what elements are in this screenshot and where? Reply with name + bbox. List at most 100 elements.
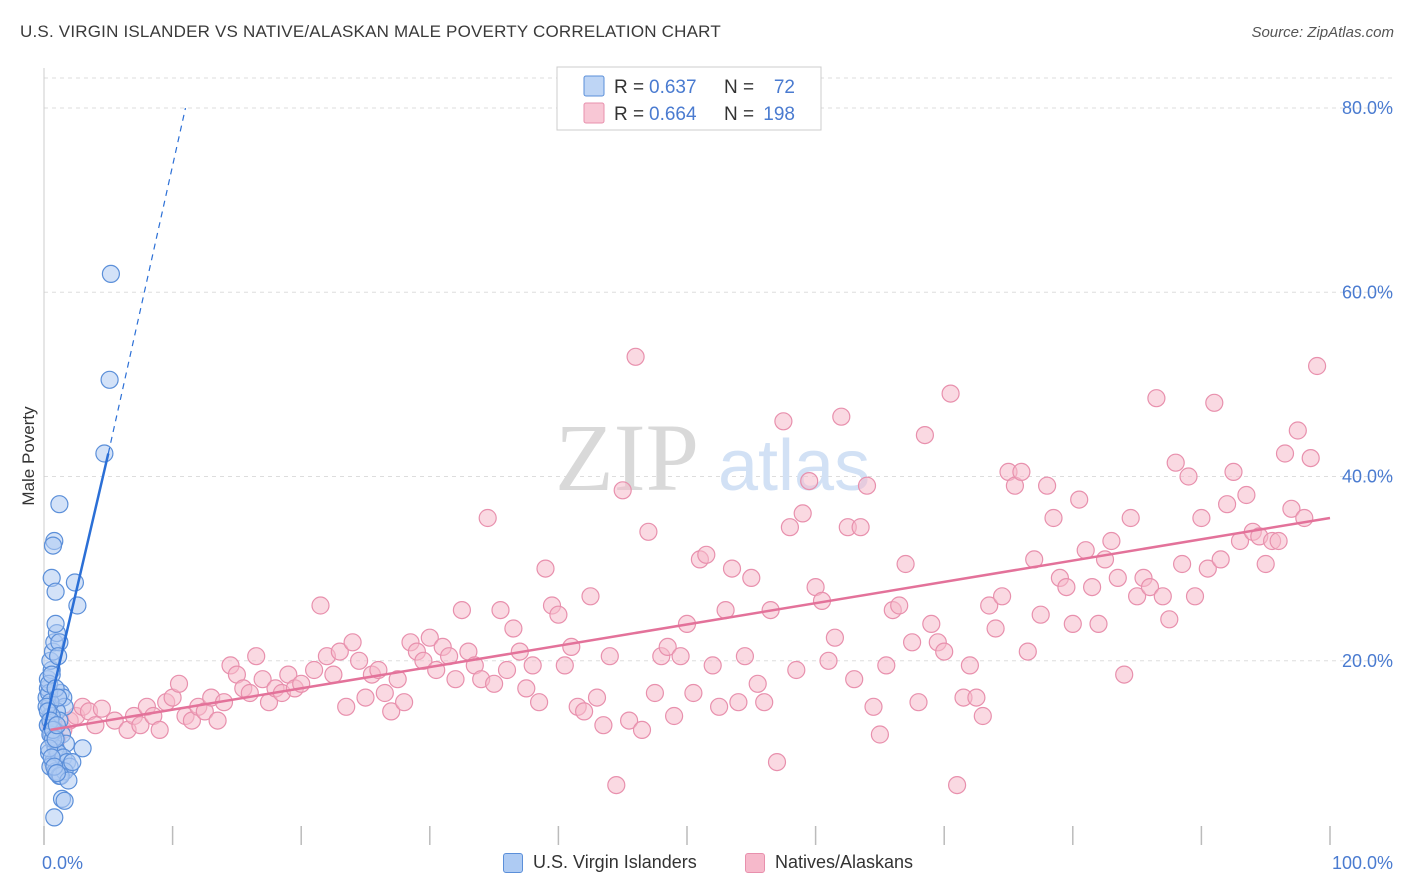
pink-point-194 (1307, 356, 1327, 376)
pink-point-67 (491, 600, 510, 620)
pink-point-130 (896, 554, 915, 574)
blue-point-51 (101, 264, 121, 283)
pink-point-157 (1070, 490, 1089, 509)
pink-point-52 (395, 693, 414, 712)
legend-r-label-1: R = (614, 104, 644, 125)
pink-point-66 (485, 674, 504, 693)
pink-point-50 (382, 702, 401, 721)
pink-point-137 (941, 384, 960, 403)
pink-point-46 (356, 688, 375, 707)
pink-point-7 (86, 716, 105, 735)
pink-point-129 (890, 596, 909, 615)
blue-point-21 (43, 536, 63, 555)
pink-point-143 (980, 596, 999, 615)
trend-lines (42, 107, 1331, 732)
pink-point-178 (1205, 393, 1224, 412)
pink-point-56 (420, 628, 439, 647)
x-tick-label-1: 100.0% (1332, 853, 1393, 873)
pink-point-152 (1037, 476, 1057, 495)
pink-point-105 (735, 647, 755, 666)
pink-point-118 (819, 651, 838, 670)
pink-point-86 (613, 481, 632, 500)
pink-point-191 (1288, 421, 1307, 440)
trend-line-virgin-islanders (42, 453, 110, 731)
pink-point-151 (1031, 605, 1050, 624)
pink-point-97 (684, 683, 703, 703)
pink-point-183 (1237, 485, 1256, 505)
pink-point-126 (870, 725, 890, 744)
pink-point-144 (986, 619, 1005, 638)
pink-point-149 (1018, 642, 1037, 661)
pink-point-71 (517, 679, 536, 698)
x-tick-label-0: 0.0% (42, 853, 83, 873)
pink-point-113 (787, 660, 806, 680)
blue-point-47 (73, 739, 92, 758)
y-tick-label-3: 80.0% (1342, 98, 1393, 118)
pink-point-172 (1166, 453, 1185, 472)
pink-point-120 (832, 407, 851, 426)
pink-point-45 (350, 651, 369, 670)
pink-point-89 (632, 720, 652, 740)
legend-item-virgin-islanders: U.S. Virgin Islanders (503, 852, 697, 873)
pink-point-73 (529, 693, 549, 712)
pink-point-77 (555, 656, 574, 675)
legend-item-natives-alaskans: Natives/Alaskans (745, 852, 913, 873)
pink-point-170 (1153, 587, 1172, 606)
pink-point-18 (169, 674, 189, 693)
pink-point-160 (1089, 614, 1108, 634)
pink-point-82 (587, 688, 607, 707)
pink-point-108 (755, 693, 774, 712)
pink-point-176 (1192, 508, 1211, 528)
pink-point-112 (780, 518, 800, 537)
pink-point-60 (446, 670, 465, 689)
pink-point-85 (607, 775, 626, 795)
pink-point-104 (729, 693, 748, 712)
pink-point-69 (504, 619, 523, 638)
pink-point-49 (375, 683, 394, 703)
pink-point-80 (574, 702, 594, 721)
pink-point-110 (767, 752, 787, 772)
pink-point-180 (1217, 495, 1237, 514)
grid-lines (44, 77, 1394, 662)
pink-point-42 (330, 642, 349, 661)
pink-point-83 (594, 716, 613, 735)
legend-swatch-1 (583, 102, 605, 124)
pink-point-38 (305, 660, 324, 680)
pink-point-90 (639, 522, 658, 541)
y-tick-label-1: 40.0% (1342, 467, 1393, 487)
blue-point-45 (55, 791, 74, 810)
pink-point-74 (536, 559, 555, 578)
pink-point-76 (549, 605, 568, 624)
correlation-legend: R = 0.637 N = 72 R = 0.664 N = 198 (556, 66, 822, 131)
series-us-virgin-islanders (37, 264, 121, 827)
legend-n-label-0: N = (724, 77, 754, 98)
pink-point-132 (909, 693, 928, 712)
pink-point-72 (523, 656, 542, 675)
trend-line-virgin-islanders-extrapolated (107, 107, 187, 454)
pink-point-173 (1172, 554, 1192, 574)
pink-point-122 (845, 670, 864, 689)
pink-point-155 (1057, 577, 1076, 597)
trend-line-natives-alaskans (50, 516, 1331, 732)
pink-point-68 (497, 660, 517, 680)
pink-point-175 (1185, 587, 1205, 606)
pink-point-162 (1102, 531, 1121, 551)
pink-point-134 (922, 614, 941, 634)
pink-point-159 (1082, 577, 1102, 597)
pink-point-119 (825, 628, 845, 647)
pink-point-181 (1224, 462, 1243, 481)
pink-point-30 (247, 647, 266, 666)
pink-point-106 (742, 568, 761, 588)
source-credit: Source: ZipAtlas.com (1251, 24, 1394, 41)
blue-point-49 (95, 444, 114, 463)
pink-point-169 (1147, 389, 1166, 408)
pink-point-114 (793, 504, 812, 523)
pink-point-81 (581, 587, 600, 606)
pink-point-94 (664, 706, 684, 726)
pink-point-141 (967, 688, 986, 707)
pink-point-91 (645, 683, 665, 703)
pink-point-12 (131, 716, 150, 735)
pink-point-123 (851, 518, 870, 537)
pink-point-166 (1127, 587, 1147, 606)
